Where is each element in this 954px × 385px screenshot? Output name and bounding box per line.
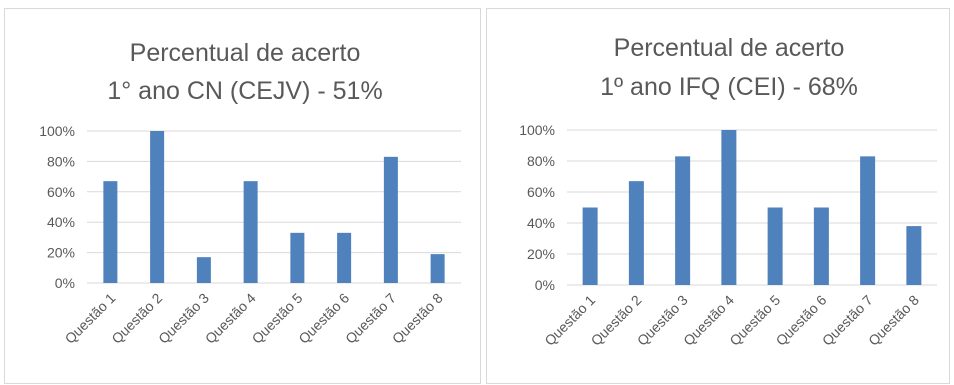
y-tick-label: 0%: [55, 275, 75, 291]
y-tick-label: 20%: [47, 245, 75, 261]
bar: [150, 131, 165, 283]
x-category-label: Questão 8: [389, 290, 446, 347]
chart-cei: Percentual de acerto 1º ano IFQ (CEI) - …: [519, 34, 937, 349]
bar: [383, 156, 398, 283]
bar: [860, 156, 876, 285]
y-tick-label: 80%: [527, 153, 555, 169]
y-tick-label: 40%: [47, 214, 75, 230]
bar: [290, 232, 305, 283]
chart-title-line-1: Percentual de acerto: [614, 34, 845, 62]
bar: [196, 257, 211, 283]
bar: [813, 207, 829, 285]
y-tick-label: 60%: [47, 184, 75, 200]
chart-cejv: Percentual de acerto 1° ano CN (CEJV) - …: [39, 39, 461, 347]
y-tick-label: 100%: [39, 123, 75, 139]
bar: [767, 207, 783, 285]
y-tick-label: 80%: [47, 153, 75, 169]
bar: [906, 226, 922, 285]
bar: [675, 156, 691, 285]
bar: [243, 181, 258, 283]
bar: [103, 181, 118, 283]
chart-panel-cejv: Percentual de acerto 1° ano CN (CEJV) - …: [4, 8, 481, 384]
chart-title-line-1: Percentual de acerto: [130, 39, 361, 67]
chart-panel-cei: Percentual de acerto 1º ano IFQ (CEI) - …: [486, 8, 950, 384]
y-tick-label: 40%: [527, 215, 555, 231]
y-tick-label: 100%: [519, 122, 555, 138]
y-tick-label: 20%: [527, 246, 555, 262]
bar: [582, 207, 598, 285]
y-tick-label: 60%: [527, 184, 555, 200]
bar: [430, 254, 445, 283]
chart-title-line-2: 1° ano CN (CEJV) - 51%: [107, 77, 382, 105]
x-category-label: Questão 8: [865, 292, 922, 349]
y-tick-label: 0%: [535, 277, 555, 293]
bar: [721, 130, 737, 285]
chart-title-line-2: 1º ano IFQ (CEI) - 68%: [600, 73, 858, 101]
bar: [337, 232, 352, 283]
bar: [628, 181, 644, 285]
